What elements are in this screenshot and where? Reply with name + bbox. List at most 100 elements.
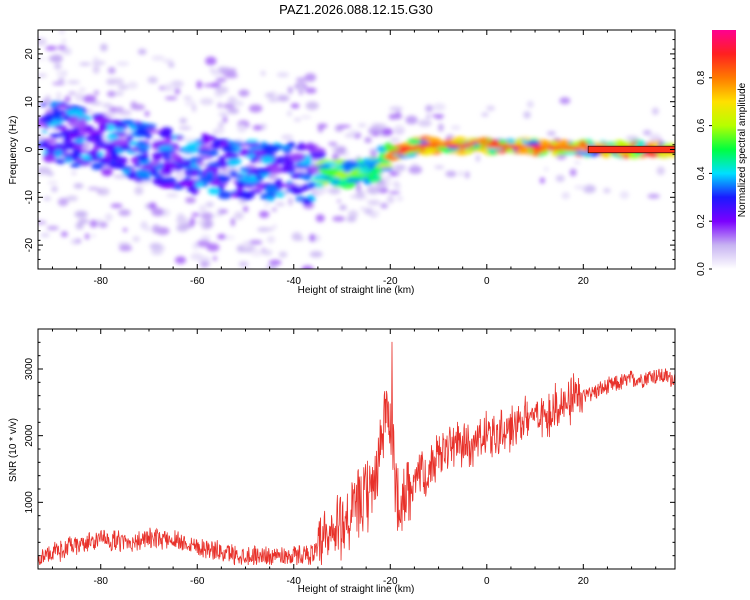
heatmap-band xyxy=(161,177,178,183)
heatmap-tone-line xyxy=(587,145,675,154)
heatmap-band xyxy=(281,183,297,188)
heatmap-speckle xyxy=(82,142,91,151)
heatmap-speckle xyxy=(151,55,165,61)
heatmap-speckle xyxy=(176,216,188,225)
heatmap-speckle xyxy=(82,94,97,104)
heatmap-band xyxy=(106,133,119,141)
heatmap-speckle xyxy=(222,103,236,109)
heatmap-speckle xyxy=(344,150,350,158)
heatmap-speckle xyxy=(174,256,187,265)
heatmap-band xyxy=(290,173,300,179)
heatmap-speckle xyxy=(276,72,290,78)
heatmap-band xyxy=(134,162,141,168)
heatmap-speckle xyxy=(642,129,652,136)
heatmap-speckle xyxy=(62,69,68,77)
heatmap-speckle xyxy=(309,251,323,258)
heatmap-speckle xyxy=(104,112,118,118)
heatmap-band xyxy=(211,142,222,150)
spectrogram-y-tick-label: 0 xyxy=(24,146,35,152)
heatmap-band xyxy=(296,162,313,167)
heatmap-speckle xyxy=(555,174,565,183)
heatmap-speckle xyxy=(380,202,389,209)
heatmap-band xyxy=(363,159,381,165)
heatmap-core xyxy=(506,144,521,149)
heatmap-speckle xyxy=(559,97,571,105)
heatmap-band xyxy=(294,165,311,170)
heatmap-band xyxy=(129,140,138,146)
heatmap-band xyxy=(118,166,135,171)
heatmap-speckle xyxy=(198,204,207,214)
spectrogram-x-tick-label: -60 xyxy=(190,276,205,287)
heatmap-speckle xyxy=(357,123,367,127)
spectrogram-panel: -80 -60 -40 -20 0 20 -20 -10 0 10 20 Height of str… xyxy=(8,29,676,296)
colorbar-tick-label: 0.8 xyxy=(696,70,707,84)
heatmap-speckle xyxy=(243,205,249,213)
heatmap-speckle xyxy=(102,102,113,109)
heatmap-speckle xyxy=(305,87,317,94)
heatmap-speckle xyxy=(230,217,236,227)
heatmap-speckle xyxy=(434,165,445,169)
heatmap-band xyxy=(207,187,220,195)
heatmap-band xyxy=(224,151,239,160)
heatmap-speckle xyxy=(174,88,181,95)
snr-plot-area xyxy=(38,329,675,569)
heatmap-speckle xyxy=(110,203,123,209)
colorbar-tick-label: 0.6 xyxy=(696,118,707,132)
heatmap-speckle xyxy=(114,91,124,96)
heatmap-band xyxy=(66,108,84,117)
heatmap-speckle xyxy=(389,137,400,142)
heatmap-band xyxy=(241,178,260,184)
heatmap-speckle xyxy=(215,86,229,94)
heatmap-speckle xyxy=(290,103,300,109)
colorbar-tick-label: 0.2 xyxy=(696,214,707,228)
heatmap-speckle xyxy=(425,104,434,113)
heatmap-band xyxy=(254,167,271,175)
heatmap-speckle xyxy=(395,110,401,120)
heatmap-band xyxy=(131,147,138,152)
heatmap-band xyxy=(302,198,312,205)
heatmap-band xyxy=(558,139,570,146)
heatmap-speckle xyxy=(108,106,118,114)
heatmap-band xyxy=(38,142,52,149)
heatmap-band xyxy=(279,167,297,173)
heatmap-speckle xyxy=(92,56,99,61)
heatmap-band xyxy=(286,180,293,184)
spectrogram-x-tick-label: 20 xyxy=(578,276,590,287)
heatmap-band xyxy=(186,141,202,147)
heatmap-band xyxy=(338,178,349,186)
heatmap-band xyxy=(261,145,280,154)
snr-series-line xyxy=(38,341,675,566)
heatmap-band xyxy=(647,152,660,158)
snr-x-tick-label: -20 xyxy=(383,576,398,587)
heatmap-band xyxy=(265,185,279,195)
heatmap-band xyxy=(171,152,180,162)
heatmap-band xyxy=(408,141,422,145)
heatmap-speckle xyxy=(73,183,84,189)
heatmap-band xyxy=(45,139,57,144)
spectrogram-heatmap xyxy=(38,30,675,269)
heatmap-core xyxy=(414,144,433,149)
heatmap-speckle xyxy=(67,80,81,85)
heatmap-speckle xyxy=(450,125,461,130)
heatmap-speckle xyxy=(367,199,381,206)
spectrogram-x-tick-label: -20 xyxy=(383,276,398,287)
heatmap-speckle xyxy=(74,92,85,102)
heatmap-speckle xyxy=(92,65,100,74)
heatmap-band xyxy=(376,163,394,168)
heatmap-band xyxy=(225,140,244,145)
heatmap-speckle xyxy=(315,214,325,223)
heatmap-speckle xyxy=(266,264,278,269)
spectrogram-x-axis-label: Height of straight line (km) xyxy=(298,285,415,296)
heatmap-speckle xyxy=(57,197,69,207)
heatmap-speckle xyxy=(75,222,84,230)
heatmap-speckle xyxy=(227,108,240,114)
heatmap-speckle xyxy=(275,202,286,207)
chart-title: PAZ1.2026.088.12.15.G30 xyxy=(279,2,433,17)
heatmap-speckle xyxy=(619,191,630,200)
heatmap-band xyxy=(217,190,232,200)
heatmap-band xyxy=(320,178,338,183)
heatmap-speckle xyxy=(278,251,288,258)
heatmap-band xyxy=(73,148,82,157)
heatmap-band xyxy=(135,169,151,178)
